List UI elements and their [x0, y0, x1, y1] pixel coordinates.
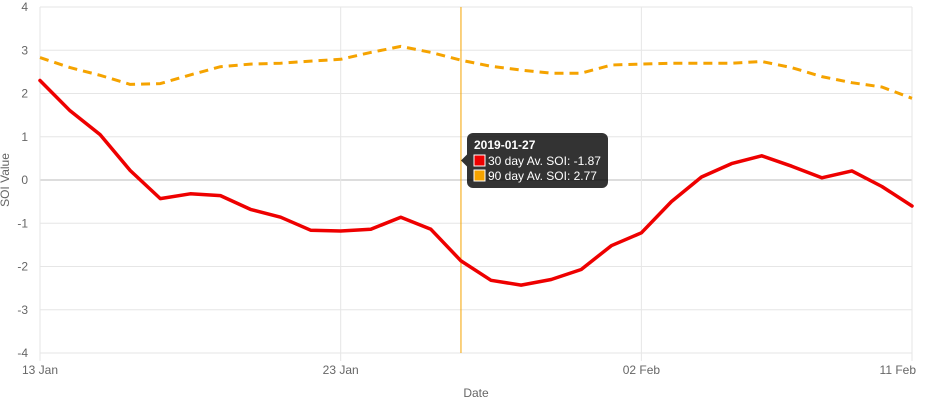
y-tick-label: 0	[21, 173, 28, 187]
tooltip: 2019-01-27 30 day Av. SOI: -1.87 90 day …	[461, 133, 608, 188]
y-tick-label: -2	[17, 260, 28, 274]
tooltip-swatch-30-day	[473, 154, 486, 167]
y-tick-label: 2	[21, 87, 28, 101]
tooltip-line-90-day: 90 day Av. SOI: 2.77	[488, 169, 597, 183]
series-90-day-line	[39, 44, 913, 100]
y-axis-ticks: -4 -3 -2 -1 0 1 2 3 4	[17, 0, 28, 360]
y-tick-label: -4	[17, 346, 28, 360]
y-tick-label: -3	[17, 303, 28, 317]
tooltip-title: 2019-01-27	[474, 138, 536, 152]
tooltip-background	[467, 133, 608, 188]
y-tick-label: 1	[21, 130, 28, 144]
x-axis-ticks: 13 Jan 23 Jan 02 Feb 11 Feb	[22, 363, 916, 377]
y-tick-label: -1	[17, 216, 28, 230]
y-tick-label: 3	[21, 43, 28, 57]
tooltip-caret	[461, 154, 467, 167]
tooltip-swatch-90-day	[473, 169, 486, 182]
series-30-day-line	[38, 78, 914, 287]
y-axis-title: SOI Value	[0, 153, 12, 207]
x-tick-label: 11 Feb	[880, 363, 917, 377]
series-lines	[38, 44, 914, 287]
x-tick-label: 13 Jan	[22, 363, 58, 377]
x-tick-label: 23 Jan	[323, 363, 359, 377]
y-tick-label: 4	[21, 0, 28, 14]
x-axis-title: Date	[463, 386, 489, 400]
tooltip-line-30-day: 30 day Av. SOI: -1.87	[488, 154, 601, 168]
x-tick-label: 02 Feb	[623, 363, 661, 377]
